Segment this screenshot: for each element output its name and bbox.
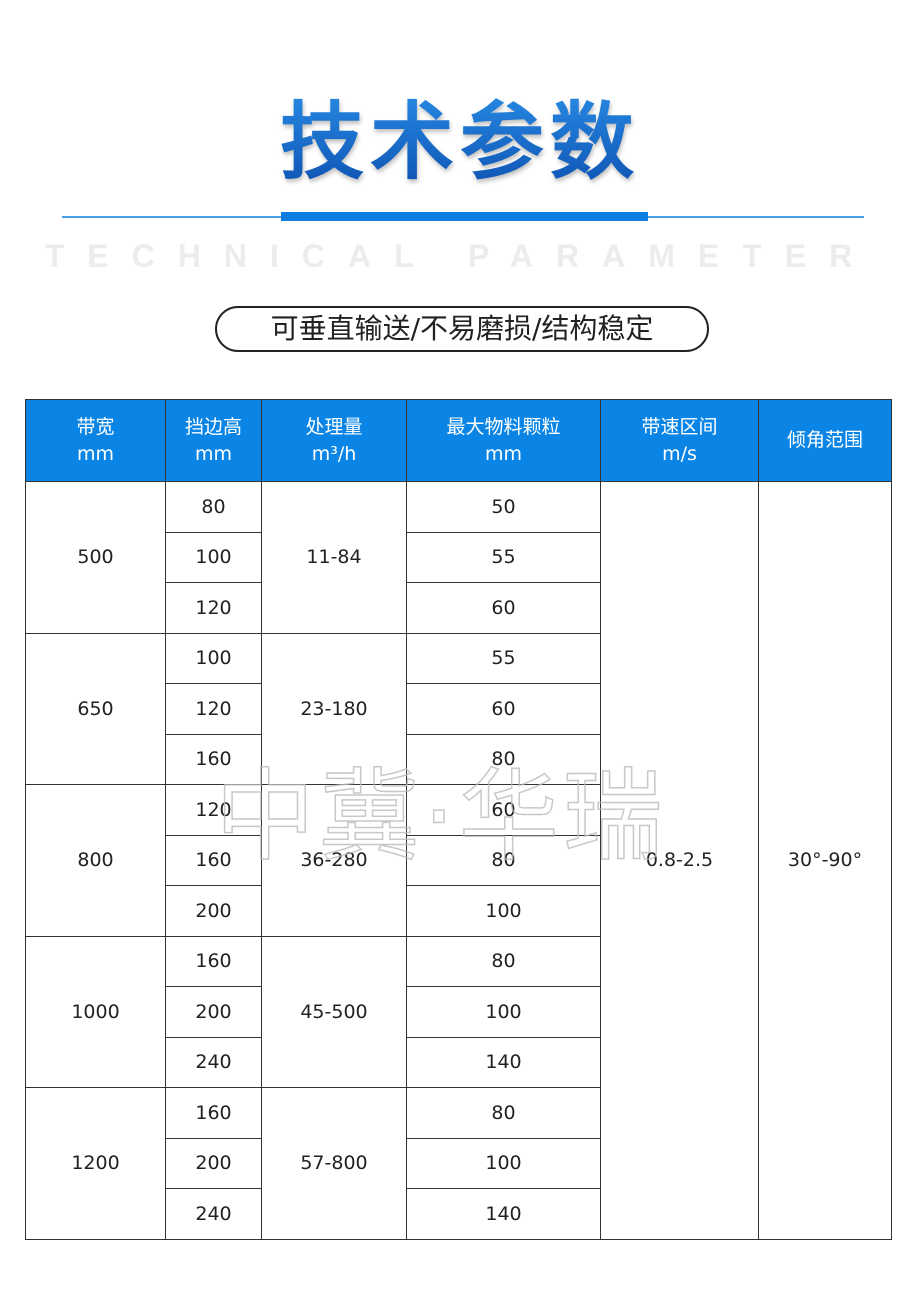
column-header: 最大物料颗粒 mm [406,399,601,482]
header-unit: m/s [662,442,697,465]
column-header: 带速区间 m/s [600,399,759,482]
sidewall-height-cell: 240 [165,1188,262,1240]
sidewall-height-cell: 160 [165,1087,262,1139]
tagline-badge: 可垂直输送/不易磨损/结构稳定 [215,306,709,352]
table-row: 200 100 [26,885,892,937]
belt-width-cell: 650 [25,632,166,785]
capacity-cell: 23-180 [261,632,407,785]
belt-width-cell: 1000 [25,935,166,1088]
header-label: 最大物料颗粒 [446,415,561,438]
capacity-cell: 45-500 [261,935,407,1088]
table-row: 500 80 11-84 50 0.8-2.5 30°-90° [25,481,892,1240]
header-label: 挡边高 [184,415,242,438]
sidewall-height-cell: 80 [165,481,262,533]
max-particle-cell: 100 [406,1137,601,1189]
column-header: 倾角范围 [758,399,892,482]
english-subtitle: TECHNICAL PARAMETER [44,238,876,274]
spec-table: 带宽 mm 挡边高 mm 处理量 m³/h 最大物料颗粒 mm 带速区间 m/s 倾角范围 500 8… [25,399,892,1240]
table-row: 200 100 [26,1137,892,1189]
max-particle-cell: 140 [406,1188,601,1240]
sidewall-height-cell: 200 [165,885,262,937]
table-row: 240 140 [26,1188,892,1240]
max-particle-cell: 50 [406,481,601,533]
belt-width-cell: 800 [25,784,166,937]
belt-width-cell: 1200 [25,1087,166,1240]
column-header: 挡边高 mm [165,399,262,482]
incline-angle-cell: 30°-90° [758,481,892,1240]
header-unit: mm [76,442,115,465]
max-particle-cell: 55 [406,531,601,583]
sidewall-height-cell: 120 [165,683,262,735]
table-row: 1000 160 45-500 80 [25,935,892,1088]
sidewall-height-cell: 160 [165,834,262,886]
header-label: 带速区间 [641,415,718,438]
header-label: 带宽 [76,415,115,438]
table-row: 200 100 [26,986,892,1038]
header-unit: mm [484,442,523,465]
capacity-cell: 36-280 [261,784,407,937]
table-row: 160 80 [26,733,892,785]
sidewall-height-cell: 160 [165,733,262,785]
capacity-cell: 11-84 [261,481,407,634]
sidewall-height-cell: 160 [165,935,262,987]
max-particle-cell: 100 [406,885,601,937]
max-particle-cell: 80 [406,834,601,886]
header-unit: mm [194,442,233,465]
max-particle-cell: 80 [406,1087,601,1139]
max-particle-cell: 80 [406,733,601,785]
header-label: 倾角范围 [786,429,863,451]
table-row: 120 60 [26,582,892,634]
header-label: 处理量 [305,415,363,438]
header-unit: m³/h [311,442,357,465]
sidewall-height-cell: 120 [165,582,262,634]
belt-width-cell: 500 [25,481,166,634]
sidewall-height-cell: 200 [165,1137,262,1189]
column-header: 处理量 m³/h [261,399,407,482]
divider-accent [281,212,648,221]
table-row: 100 55 [26,531,892,583]
page-title: 技术参数 [0,75,920,196]
max-particle-cell: 60 [406,683,601,735]
max-particle-cell: 60 [406,582,601,634]
max-particle-cell: 55 [406,632,601,684]
max-particle-cell: 80 [406,935,601,987]
sidewall-height-cell: 240 [165,1036,262,1088]
sidewall-height-cell: 100 [165,632,262,684]
sidewall-height-cell: 200 [165,986,262,1038]
table-row: 650 100 23-180 55 [25,632,892,785]
sidewall-height-cell: 120 [165,784,262,836]
table-row: 120 60 [26,683,892,735]
column-header: 带宽 mm [25,399,166,482]
table-header-row: 带宽 mm 挡边高 mm 处理量 m³/h 最大物料颗粒 mm 带速区间 m/s 倾角范围 [25,399,892,482]
belt-speed-cell: 0.8-2.5 [600,481,759,1240]
max-particle-cell: 100 [406,986,601,1038]
table-row: 1200 160 57-800 80 [25,1087,892,1240]
capacity-cell: 57-800 [261,1087,407,1240]
sidewall-height-cell: 100 [165,531,262,583]
table-row: 800 120 36-280 60 [25,784,892,937]
max-particle-cell: 60 [406,784,601,836]
max-particle-cell: 140 [406,1036,601,1088]
